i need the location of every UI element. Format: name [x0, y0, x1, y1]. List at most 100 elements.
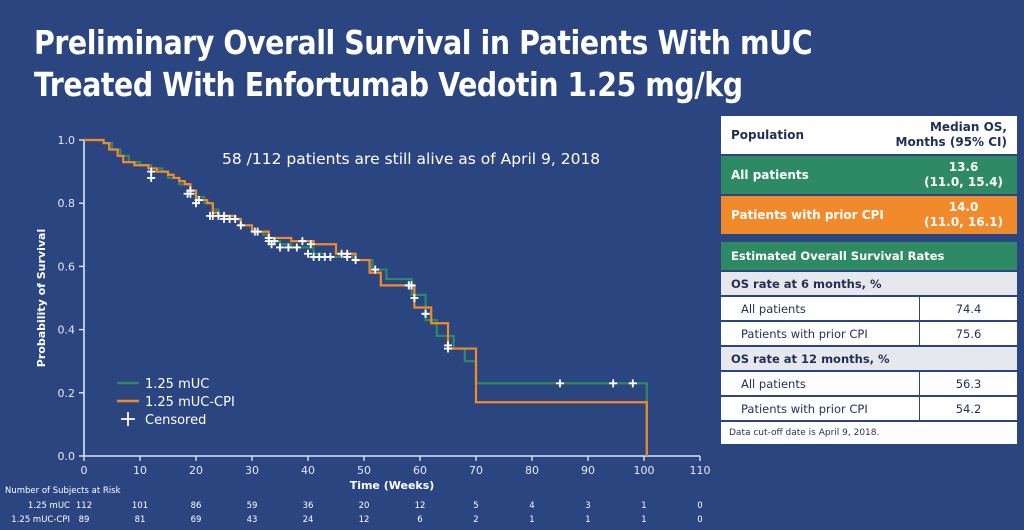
y-tick-label: 0.8	[58, 197, 76, 210]
rate-row: Patients with prior CPI 75.6	[720, 321, 1018, 346]
x-tick-label: 100	[634, 464, 655, 477]
y-tick-label: 0.0	[58, 450, 76, 463]
x-tick-label: 40	[301, 464, 315, 477]
risk-value: 1	[529, 515, 534, 525]
title-line-1: Preliminary Overall Survival in Patients…	[34, 23, 813, 62]
censor-mark	[304, 249, 312, 258]
median-value: 13.6 (11.0, 15.4)	[924, 160, 1007, 190]
risk-value: 3	[585, 501, 590, 511]
title-line-2: Treated With Enfortumab Vedotin 1.25 mg/…	[34, 65, 743, 104]
risk-value: 24	[303, 515, 314, 525]
rate-row: Patients with prior CPI 54.2	[720, 396, 1018, 421]
censor-mark	[444, 344, 452, 353]
risk-value: 43	[247, 515, 258, 525]
x-tick-label: 80	[525, 464, 539, 477]
risk-value: 2	[473, 515, 478, 525]
x-tick-label: 10	[133, 464, 147, 477]
censor-mark	[284, 243, 293, 252]
risk-value: 69	[191, 515, 202, 525]
risk-value: 86	[191, 501, 202, 511]
censor-marks	[147, 167, 637, 388]
risk-value: 5	[473, 501, 478, 511]
censor-plus-icon	[121, 412, 135, 426]
risk-row-label: 1.25 mUC-CPI	[11, 515, 70, 525]
censor-mark	[253, 227, 262, 236]
censor-mark	[236, 221, 245, 230]
data-cutoff-note: Data cut-off date is April 9, 2018.	[720, 421, 1018, 445]
y-axis-label: Probability of Survival	[35, 229, 48, 367]
median-ci: (11.0, 16.1)	[924, 215, 1003, 229]
censor-mark	[556, 379, 564, 388]
legend-label: 1.25 mUC	[145, 377, 209, 392]
median-os-header: Median OS, Months (95% CI)	[896, 120, 1007, 150]
censor-mark	[609, 379, 618, 388]
median-ci: (11.0, 15.4)	[924, 175, 1003, 189]
risk-value: 81	[135, 515, 146, 525]
censor-mark	[292, 243, 301, 252]
median-value: 14.0 (11.0, 16.1)	[924, 200, 1007, 230]
table-header-row: Population Median OS, Months (95% CI)	[720, 115, 1018, 155]
risk-value: 20	[359, 501, 370, 511]
x-tick-label: 30	[245, 464, 259, 477]
censor-mark	[326, 252, 335, 261]
risk-value: 89	[79, 515, 90, 525]
x-axis-label: Time (Weeks)	[350, 479, 435, 492]
median-row-all-patients: All patients 13.6 (11.0, 15.4)	[720, 155, 1018, 195]
rate-value: 54.2	[955, 401, 982, 416]
legend-label: Censored	[145, 413, 206, 428]
censor-mark	[298, 237, 307, 246]
censor-mark	[220, 211, 228, 220]
risk-value: 1	[585, 515, 590, 525]
rate-6mo-title: OS rate at 6 months, %	[720, 271, 1018, 296]
row-label: All patients	[731, 168, 809, 182]
axes: 0.0 0.2 0.4 0.6 0.8 1.0 0 10 20 30 40 50 60 70 80 90 100…	[58, 134, 711, 477]
median-os: 14.0	[948, 200, 979, 214]
censor-mark	[371, 265, 380, 274]
censor-mark	[407, 281, 416, 290]
censor-mark	[147, 167, 156, 176]
row-label: Patients with prior CPI	[731, 208, 884, 222]
censor-mark	[186, 189, 195, 198]
rate-row: All patients 56.3	[720, 371, 1018, 396]
risk-value: 112	[76, 501, 92, 511]
risk-table-title: Number of Subjects at Risk	[5, 486, 121, 496]
censor-mark	[351, 256, 360, 265]
legend-label: 1.25 mUC-CPI	[145, 395, 235, 410]
censor-mark	[231, 215, 240, 223]
risk-value: 6	[417, 515, 422, 525]
median-row-prior-cpi: Patients with prior CPI 14.0 (11.0, 16.1…	[720, 195, 1018, 235]
rate-label: Patients with prior CPI	[721, 397, 920, 420]
risk-value: 1	[641, 515, 646, 525]
median-header-line-1: Median OS,	[929, 120, 1007, 134]
censor-mark	[628, 379, 637, 388]
censor-mark	[270, 237, 279, 246]
censor-mark	[194, 196, 203, 205]
chart-annotation: 58 /112 patients are still alive as of A…	[222, 150, 600, 168]
risk-row-label: 1.25 mUC	[28, 501, 70, 511]
rate-row: All patients 74.4	[720, 296, 1018, 321]
censor-mark	[264, 233, 273, 242]
median-header-line-2: Months (95% CI)	[895, 135, 1007, 149]
x-tick-label: 110	[690, 464, 711, 477]
risk-value: 101	[132, 501, 148, 511]
rate-value: 75.6	[955, 326, 982, 341]
censor-mark	[208, 211, 217, 220]
x-tick-label: 90	[581, 464, 595, 477]
risk-value: 59	[247, 501, 258, 511]
risk-value: 12	[359, 515, 370, 525]
legend: 1.25 mUC 1.25 mUC-CPI Censored	[117, 377, 235, 428]
censor-mark	[306, 240, 315, 249]
y-tick-label: 0.6	[58, 260, 76, 273]
x-tick-label: 70	[469, 464, 483, 477]
risk-value: 36	[303, 501, 314, 511]
rate-12mo-title: OS rate at 12 months, %	[720, 346, 1018, 371]
rate-label: All patients	[721, 372, 920, 395]
rates-section-title: Estimated Overall Survival Rates	[720, 241, 1018, 271]
x-tick-label: 50	[357, 464, 371, 477]
population-header: Population	[731, 128, 805, 142]
risk-value: 1	[641, 501, 646, 511]
rate-label: All patients	[721, 297, 920, 320]
censor-mark	[410, 294, 419, 302]
